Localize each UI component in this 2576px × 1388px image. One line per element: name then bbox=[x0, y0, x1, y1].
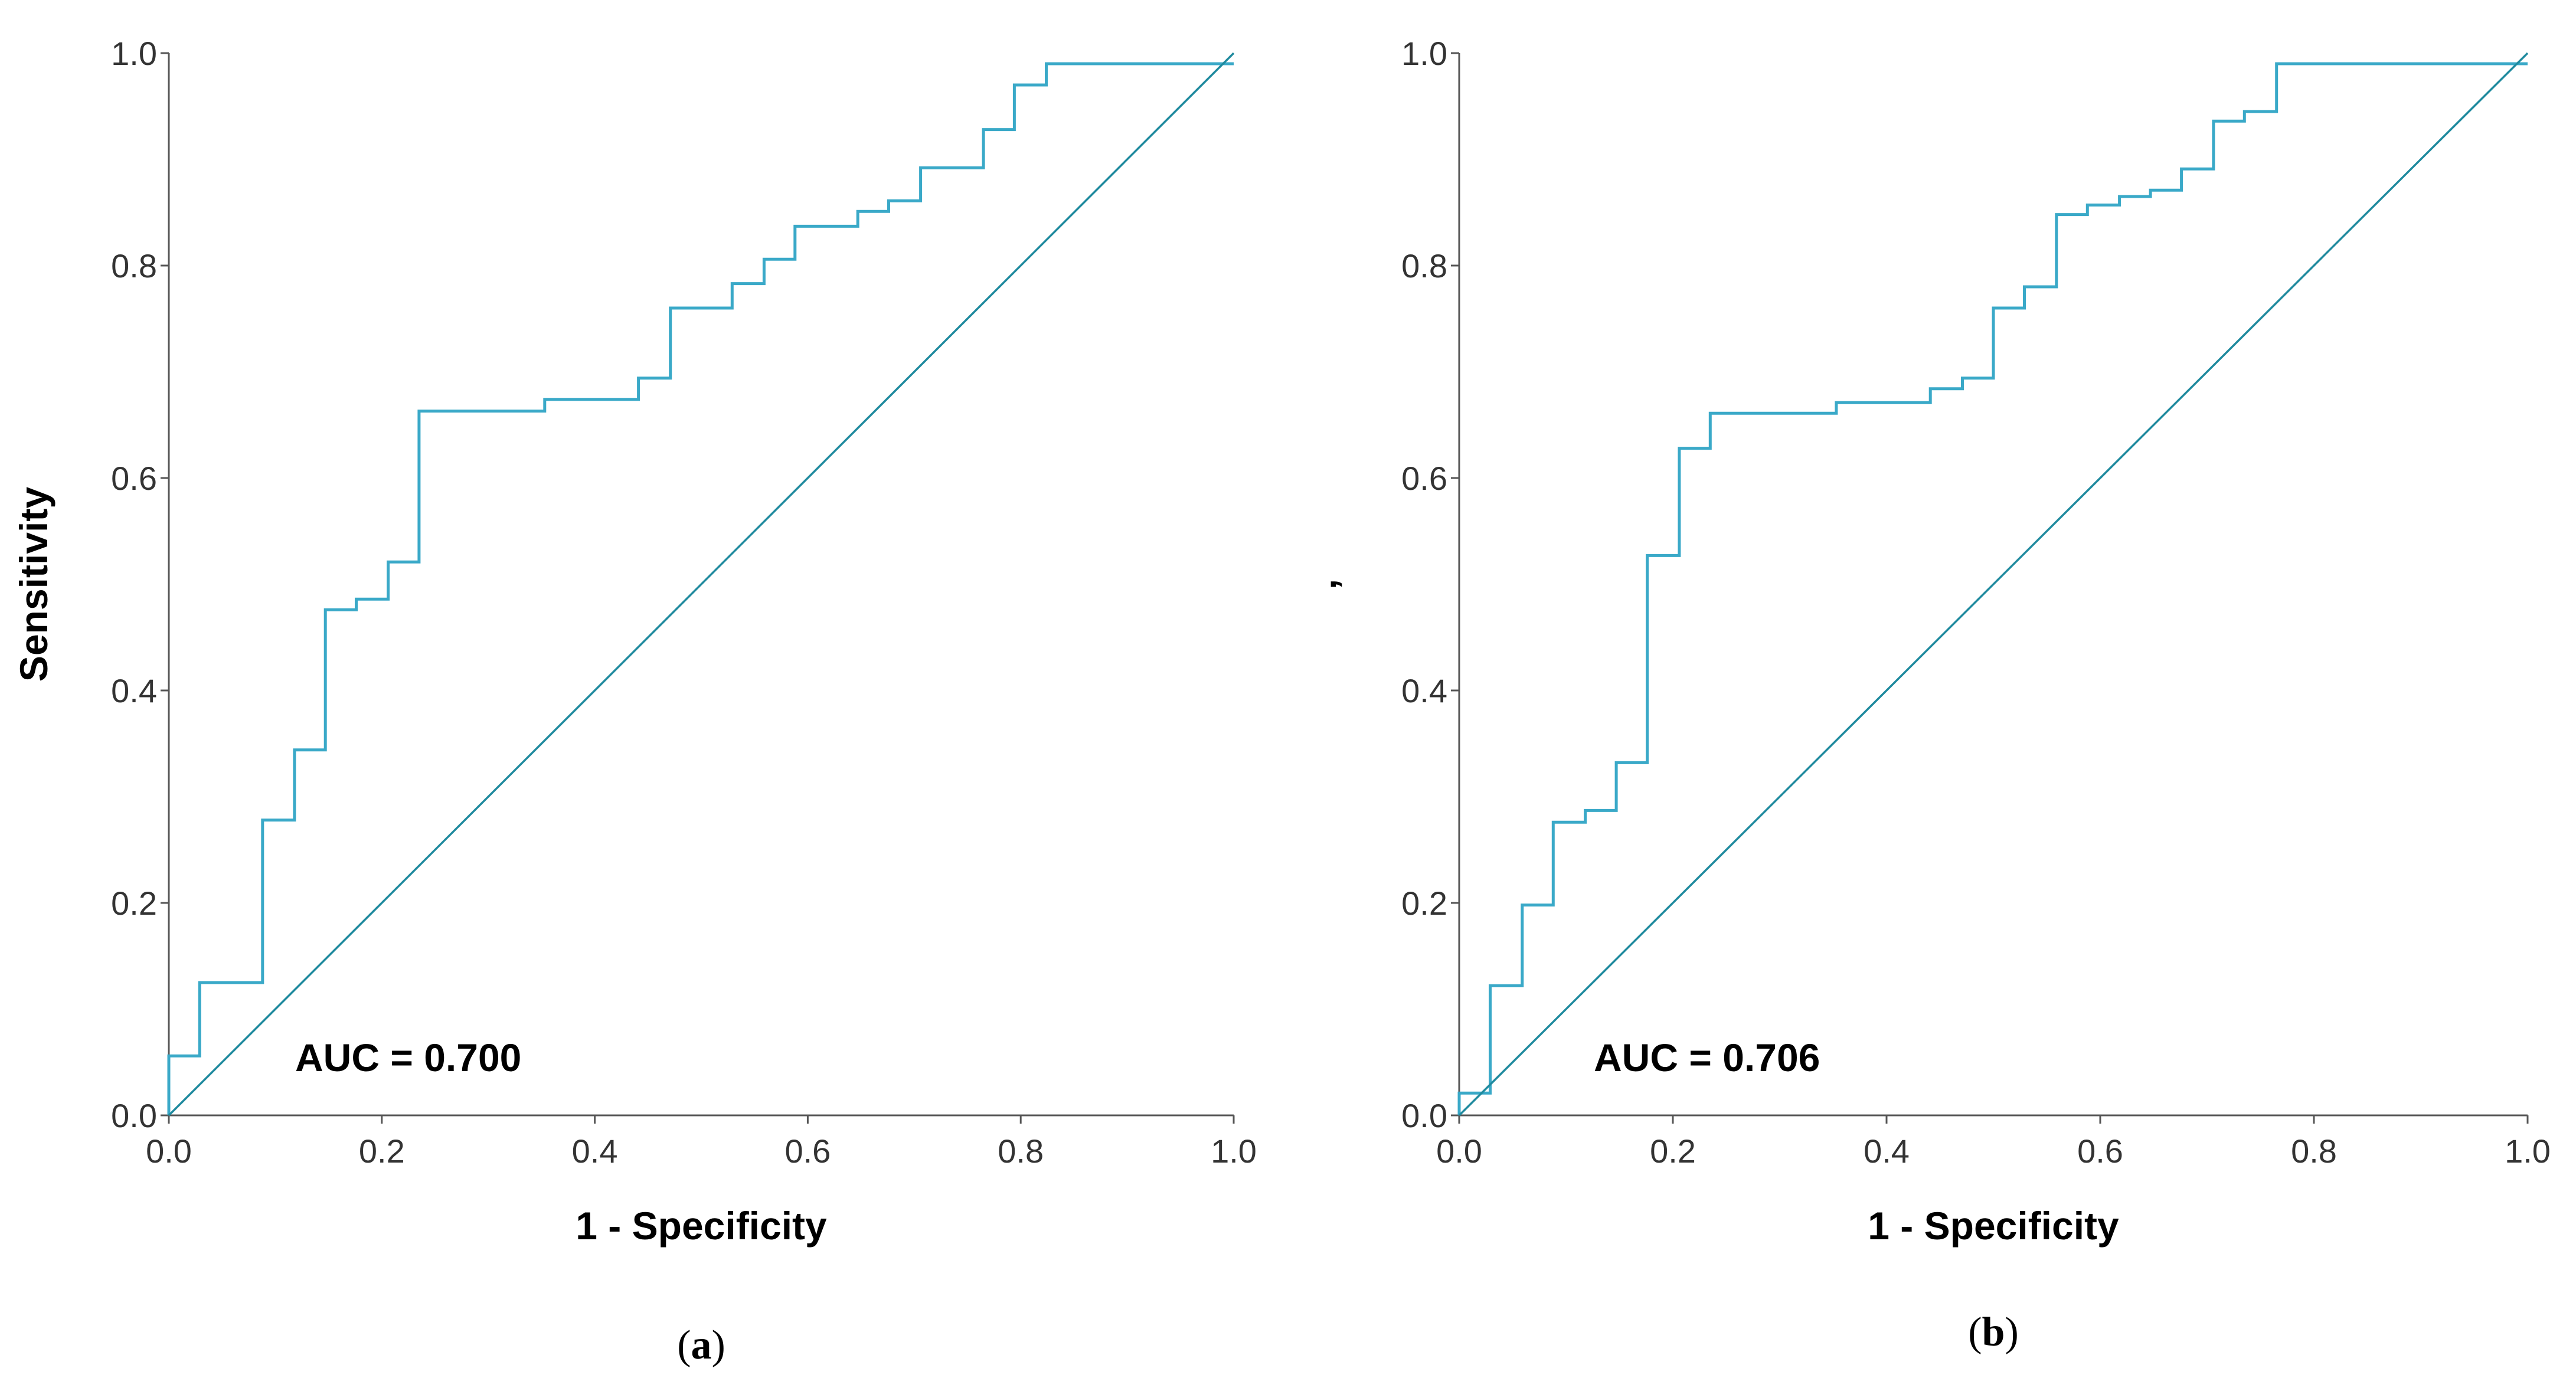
panel-caption: (b) bbox=[1968, 1310, 2019, 1355]
y-tick-label: 0.2 bbox=[1401, 885, 1447, 922]
auc-annotation: AUC = 0.700 bbox=[295, 1036, 521, 1079]
y-tick-label: 1.0 bbox=[111, 35, 157, 72]
y-tick-label: 0.0 bbox=[1401, 1097, 1447, 1134]
x-tick-label: 0.8 bbox=[998, 1132, 1044, 1170]
x-tick-label: 0.4 bbox=[1864, 1132, 1910, 1170]
x-tick-label: 0.0 bbox=[1436, 1132, 1482, 1170]
panel-caption-letter: a bbox=[691, 1322, 712, 1368]
y-axis-title: ’ bbox=[1322, 579, 1366, 590]
x-tick-label: 1.0 bbox=[2505, 1132, 2551, 1170]
panel-caption: (a) bbox=[677, 1322, 725, 1368]
reference-line bbox=[1458, 52, 2529, 1117]
x-tick-label: 0.0 bbox=[146, 1132, 192, 1170]
x-axis-title: 1 - Specificity bbox=[576, 1204, 827, 1248]
x-tick-label: 0.2 bbox=[359, 1132, 405, 1170]
x-tick-label: 1.0 bbox=[1211, 1132, 1257, 1170]
y-tick-label: 0.8 bbox=[111, 247, 157, 284]
panel-caption-letter: b bbox=[1982, 1310, 2005, 1355]
chart-panel-b: 0.0 0.2 0.4 0.6 0.8 1.0 0.0 0.2 0.4 0.6 0.8 1.0 AUC … bbox=[1322, 35, 2551, 1355]
chart-panel-a: 0.0 0.2 0.4 0.6 0.8 1.0 0.0 0.2 0.4 0.6 0.8 1.0 AUC … bbox=[12, 35, 1257, 1368]
y-axis-title: Sensitivity bbox=[12, 487, 55, 682]
x-tick-label: 0.4 bbox=[572, 1132, 618, 1170]
y-tick-label: 0.4 bbox=[1401, 672, 1447, 709]
x-tick-label: 0.2 bbox=[1650, 1132, 1696, 1170]
y-tick-label: 0.6 bbox=[111, 460, 157, 497]
x-tick-label: 0.8 bbox=[2291, 1132, 2337, 1170]
y-tick-label: 1.0 bbox=[1401, 35, 1447, 72]
y-tick-label: 0.2 bbox=[111, 885, 157, 922]
y-tick-label: 0.0 bbox=[111, 1097, 157, 1134]
roc-curve-line bbox=[1457, 62, 2528, 1115]
x-tick-label: 0.6 bbox=[2077, 1132, 2123, 1170]
y-tick-label: 0.4 bbox=[111, 672, 157, 709]
x-tick-label: 0.6 bbox=[784, 1132, 831, 1170]
reference-line bbox=[168, 52, 1235, 1117]
roc-curve-line bbox=[167, 62, 1234, 1115]
x-axis-title: 1 - Specificity bbox=[1868, 1204, 2119, 1248]
y-tick-label: 0.8 bbox=[1401, 247, 1447, 284]
y-tick-label: 0.6 bbox=[1401, 460, 1447, 497]
auc-annotation: AUC = 0.706 bbox=[1594, 1036, 1820, 1079]
